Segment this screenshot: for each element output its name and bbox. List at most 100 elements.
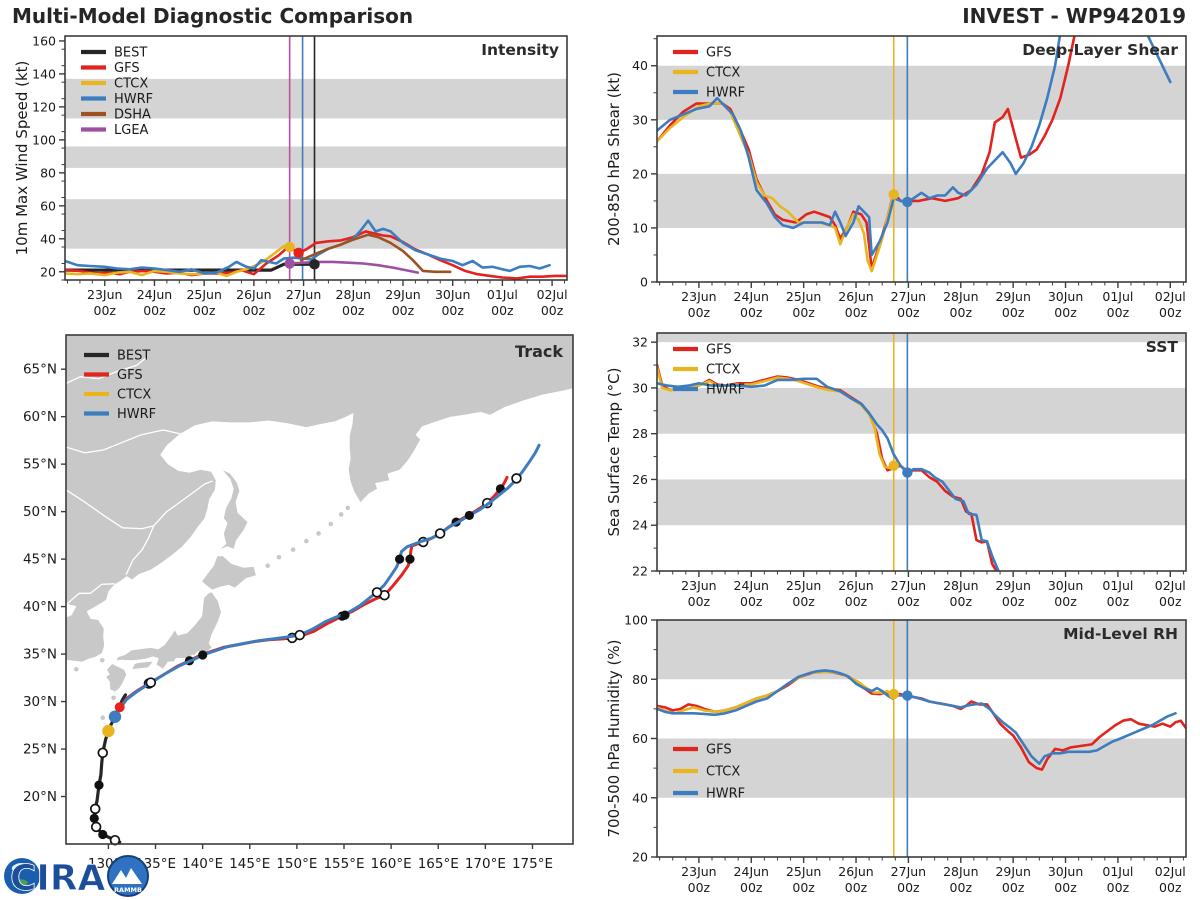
globe-cloud — [11, 863, 26, 872]
rammb-wordmark: RAMMB — [114, 886, 142, 894]
svg-text:LGEA: LGEA — [114, 123, 149, 138]
svg-text:120: 120 — [32, 99, 56, 114]
svg-text:20: 20 — [40, 264, 56, 279]
svg-text:23Jun: 23Jun — [681, 578, 716, 593]
svg-text:00z: 00z — [1002, 880, 1025, 895]
svg-text:00z: 00z — [193, 303, 216, 318]
svg-text:00z: 00z — [1159, 594, 1182, 609]
svg-text:26Jun: 26Jun — [838, 289, 873, 304]
track-fix-open — [97, 747, 109, 759]
svg-text:35°N: 35°N — [23, 647, 57, 663]
svg-text:60: 60 — [632, 731, 648, 746]
svg-text:HWRF: HWRF — [706, 383, 745, 398]
svg-text:55°N: 55°N — [23, 457, 57, 473]
svg-text:29Jun: 29Jun — [995, 289, 1030, 304]
svg-text:23Jun: 23Jun — [87, 287, 122, 302]
svg-text:150°E: 150°E — [276, 856, 317, 872]
svg-text:175°E: 175°E — [512, 856, 553, 872]
svg-text:BEST: BEST — [117, 349, 150, 364]
svg-text:20: 20 — [632, 850, 648, 865]
svg-text:45°N: 45°N — [23, 552, 57, 568]
svg-text:00z: 00z — [792, 305, 815, 320]
svg-text:50°N: 50°N — [23, 504, 57, 520]
svg-text:00z: 00z — [342, 303, 365, 318]
svg-text:25°N: 25°N — [23, 742, 57, 758]
shear-series-hwrf — [1146, 36, 1172, 84]
track-fix-filled — [395, 554, 405, 564]
track-fix-open — [294, 629, 305, 641]
svg-text:170°E: 170°E — [465, 856, 506, 872]
svg-text:32: 32 — [632, 335, 648, 350]
init-position-hwrf — [108, 710, 122, 723]
storm-id-title: INVEST - WP942019 — [962, 4, 1186, 28]
svg-text:40: 40 — [632, 58, 648, 73]
svg-text:00z: 00z — [845, 305, 868, 320]
sst-init-marker — [888, 460, 899, 471]
track-fix-open — [434, 528, 446, 539]
track-fix-open — [145, 677, 157, 688]
svg-text:23Jun: 23Jun — [681, 289, 716, 304]
map-land — [66, 335, 573, 720]
svg-text:HWRF: HWRF — [114, 92, 153, 107]
svg-text:GFS: GFS — [706, 743, 732, 758]
svg-text:29Jun: 29Jun — [385, 287, 420, 302]
rh-init-marker — [888, 688, 899, 700]
sst-series — [657, 363, 1000, 571]
globe-land — [13, 879, 28, 889]
svg-text:24Jun: 24Jun — [734, 289, 769, 304]
svg-text:CTCX: CTCX — [117, 388, 151, 403]
svg-text:155°E: 155°E — [323, 856, 364, 872]
cira-rammb-logo: CIRA RAMMB — [2, 853, 152, 900]
track-fix-filled — [198, 650, 208, 660]
cira-wordmark: CIRA — [10, 858, 106, 899]
svg-text:65°N: 65°N — [23, 362, 57, 378]
svg-text:00z: 00z — [688, 880, 711, 895]
svg-text:00z: 00z — [897, 305, 920, 320]
track-fix-filled — [340, 610, 350, 620]
track-fix-filled — [94, 780, 104, 790]
rh-init-marker — [902, 690, 913, 701]
svg-text:29Jun: 29Jun — [995, 864, 1030, 879]
svg-text:160°E: 160°E — [371, 856, 412, 872]
svg-text:145°E: 145°E — [229, 856, 270, 872]
svg-text:00z: 00z — [740, 594, 763, 609]
svg-text:00z: 00z — [688, 594, 711, 609]
svg-text:00z: 00z — [950, 305, 973, 320]
svg-text:40: 40 — [632, 790, 648, 805]
svg-text:00z: 00z — [392, 303, 415, 318]
svg-text:27Jun: 27Jun — [891, 578, 926, 593]
svg-text:CTCX: CTCX — [706, 765, 740, 780]
track-fix-filled — [98, 829, 108, 840]
svg-text:28Jun: 28Jun — [943, 864, 978, 879]
svg-text:Mid-Level RH: Mid-Level RH — [1063, 625, 1178, 643]
svg-text:24Jun: 24Jun — [137, 287, 172, 302]
shear-init-marker — [902, 196, 913, 208]
shear-init-marker — [888, 189, 899, 200]
svg-text:00z: 00z — [1002, 305, 1025, 320]
svg-text:700-500 hPa Humidity (%): 700-500 hPa Humidity (%) — [605, 639, 623, 837]
svg-text:CTCX: CTCX — [706, 66, 740, 81]
svg-text:80: 80 — [632, 672, 648, 687]
svg-text:SST: SST — [1146, 338, 1179, 356]
svg-text:26Jun: 26Jun — [838, 578, 873, 593]
svg-text:00z: 00z — [1054, 880, 1077, 895]
shear-series-hwrf — [657, 36, 1062, 257]
svg-text:27Jun: 27Jun — [286, 287, 321, 302]
svg-text:24Jun: 24Jun — [734, 578, 769, 593]
svg-text:00z: 00z — [845, 880, 868, 895]
svg-text:20: 20 — [632, 166, 648, 181]
svg-text:CTCX: CTCX — [706, 363, 740, 378]
svg-text:00z: 00z — [1159, 880, 1182, 895]
svg-text:200-850 hPa Shear (kt): 200-850 hPa Shear (kt) — [605, 72, 623, 246]
svg-text:01Jul: 01Jul — [1102, 578, 1133, 593]
svg-text:00z: 00z — [143, 303, 166, 318]
svg-text:28Jun: 28Jun — [943, 289, 978, 304]
svg-text:00z: 00z — [94, 303, 117, 318]
intensity-series-dsha — [299, 233, 452, 274]
svg-text:29Jun: 29Jun — [995, 578, 1030, 593]
svg-text:02Jul: 02Jul — [537, 287, 568, 302]
init-position-ctcx — [102, 724, 115, 738]
svg-text:00z: 00z — [740, 305, 763, 320]
